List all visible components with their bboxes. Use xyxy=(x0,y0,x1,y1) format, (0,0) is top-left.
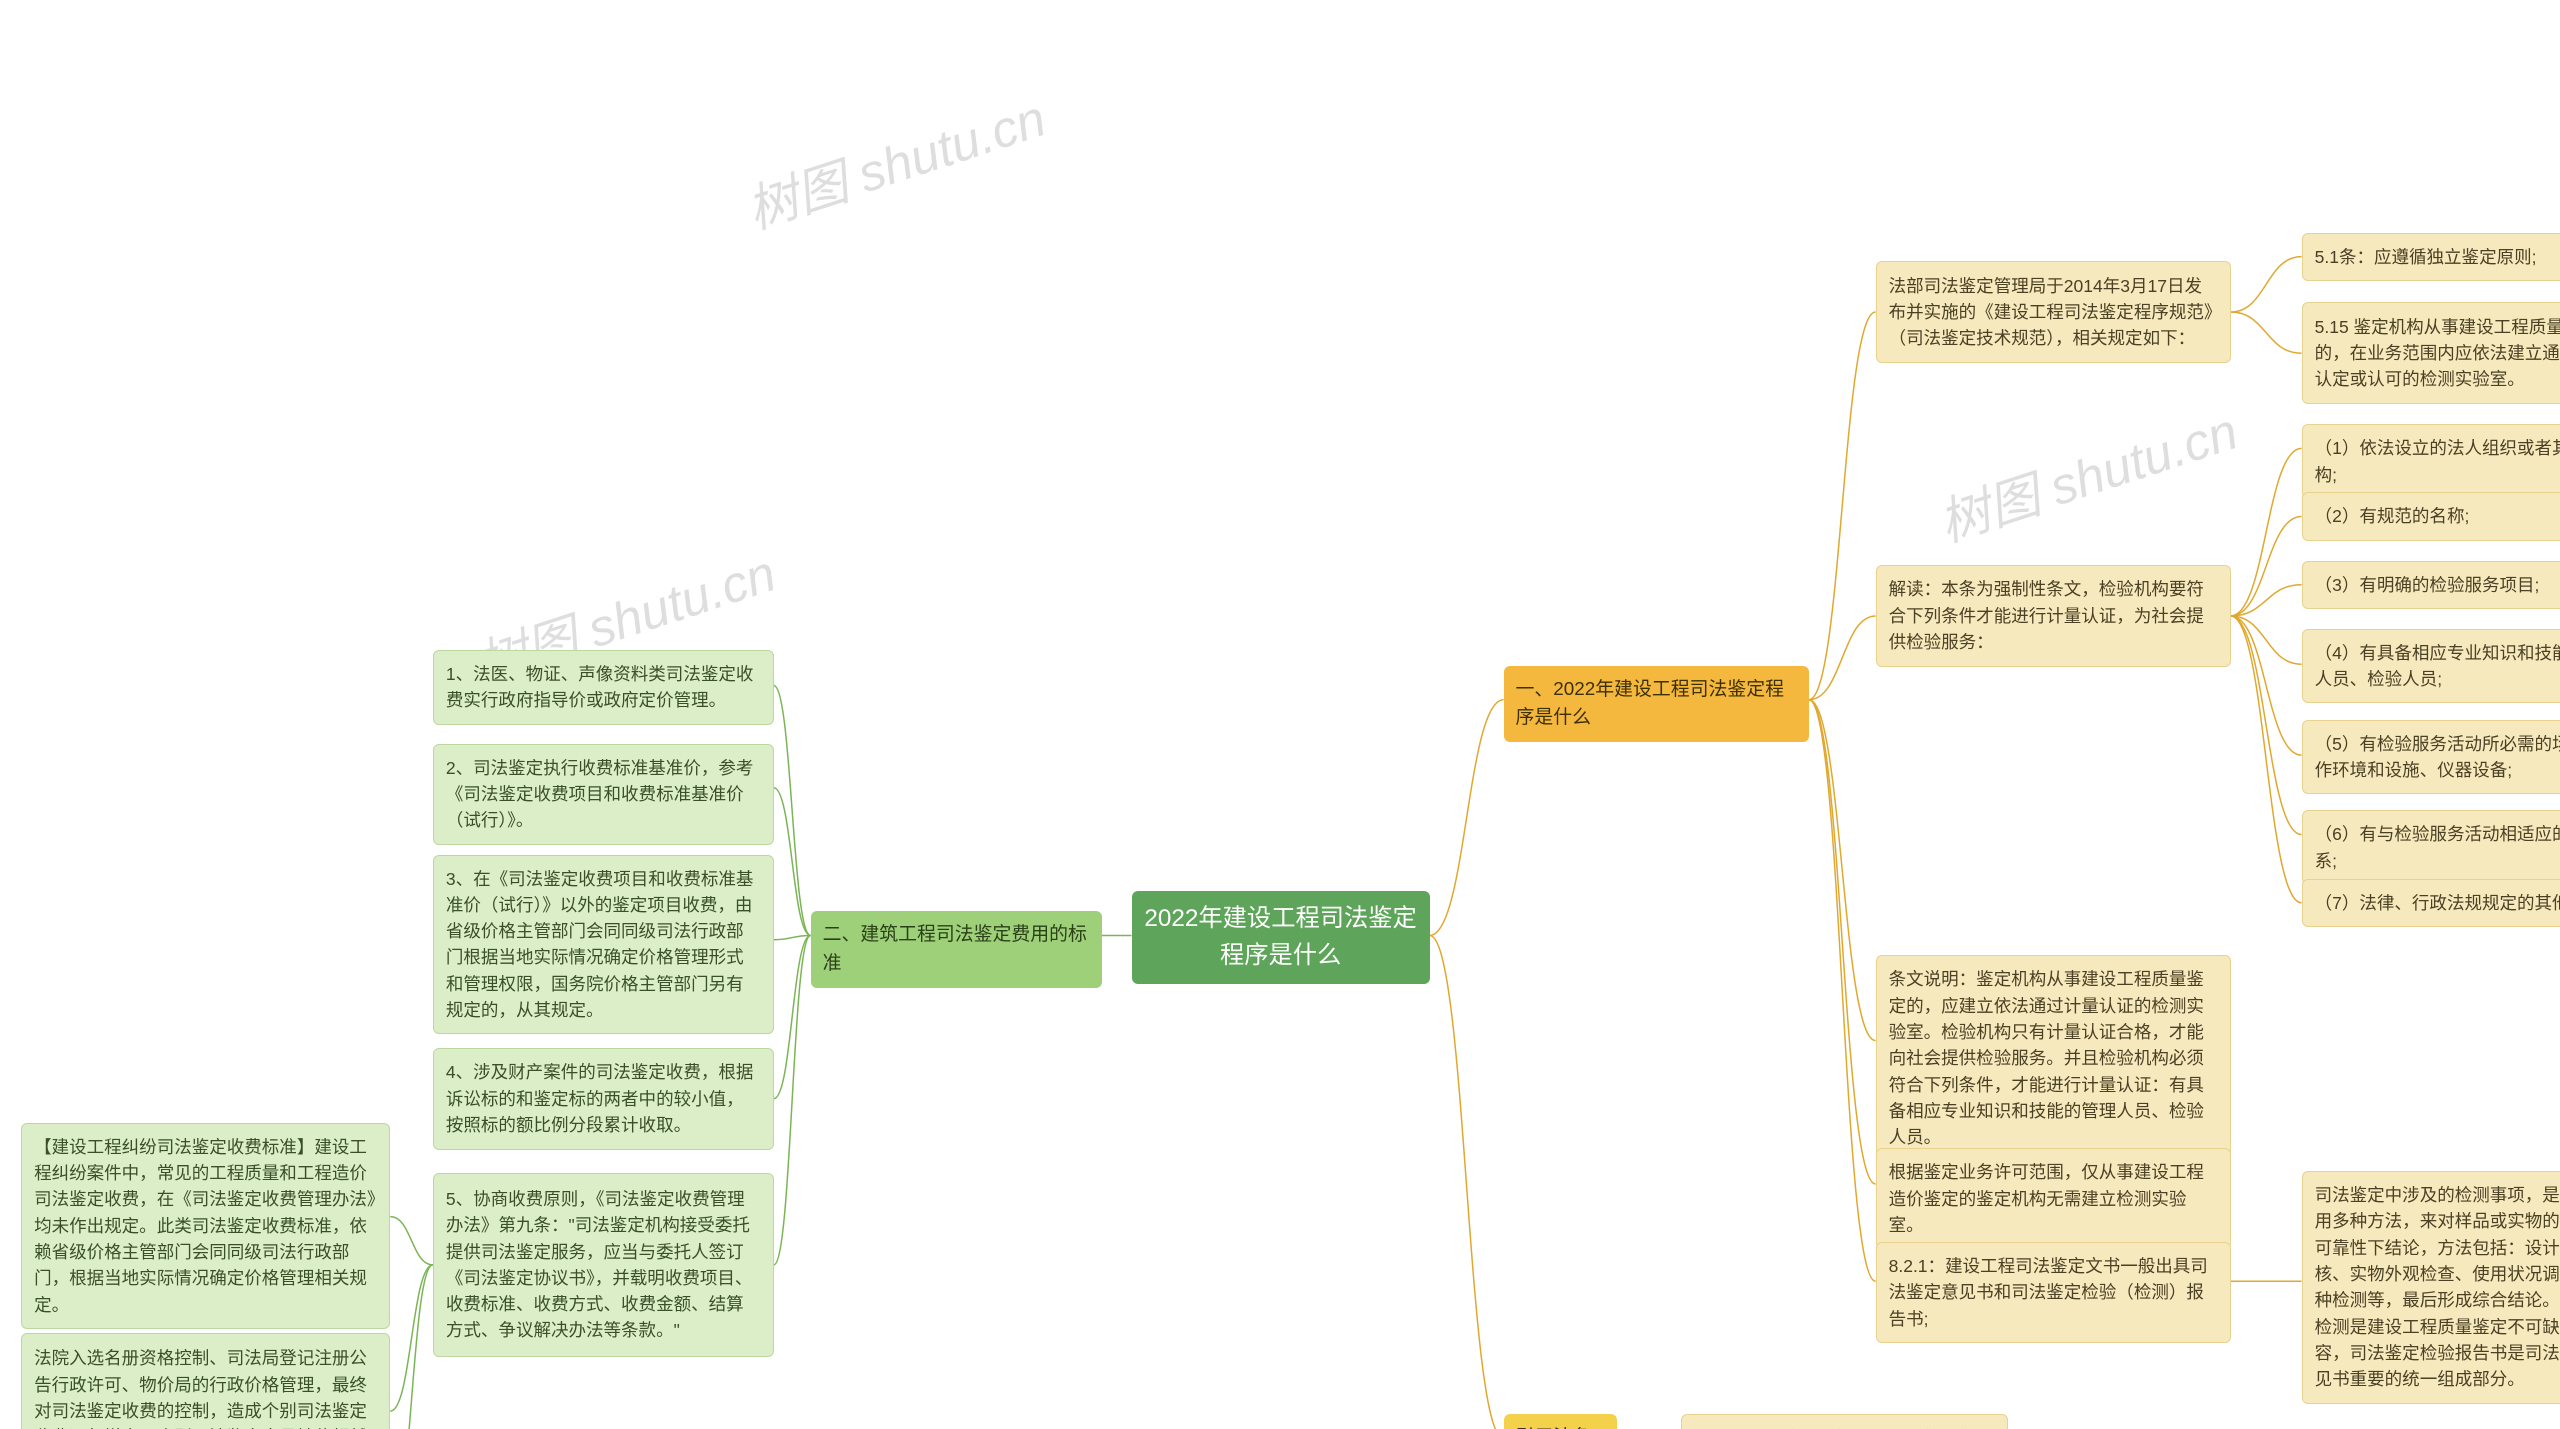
root-node: 2022年建设工程司法鉴定程序是什么 xyxy=(1132,891,1430,984)
l1-c2-text: 2、司法鉴定执行收费标准基准价，参考《司法鉴定收费项目和收费标准基准价（试行）》… xyxy=(446,755,761,834)
l1-c2: 2、司法鉴定执行收费标准基准价，参考《司法鉴定收费项目和收费标准基准价（试行）》… xyxy=(433,744,774,845)
l1-c5-text: 5、协商收费原则，《司法鉴定收费管理办法》第九条："司法鉴定机构接受委托提供司法… xyxy=(446,1186,761,1344)
r1-c5-d1: 司法鉴定中涉及的检测事项，是综合采用多种方法，来对样品或实物的性能和可靠性下结论… xyxy=(2302,1171,2560,1403)
r1-c2-d5-text: （5）有检验服务活动所必需的场所、工作环境和设施、仪器设备; xyxy=(2315,731,2560,784)
r1-c2-d4-text: （4）有具备相应专业知识和技能的管理人员、检验人员; xyxy=(2315,640,2560,693)
r1-c3: 条文说明：鉴定机构从事建设工程质量鉴定的，应建立依法通过计量认证的检测实验室。检… xyxy=(1876,955,2231,1161)
l1-c5-d2-text: 法院入选名册资格控制、司法局登记注册公告行政许可、物价局的行政价格管理，最终对司… xyxy=(34,1345,377,1429)
branch-l1-text: 二、建筑工程司法鉴定费用的标准 xyxy=(823,921,1090,978)
r1-c2-d3: （3）有明确的检验服务项目; xyxy=(2302,561,2560,609)
r1-c2: 解读：本条为强制性条文，检验机构要符合下列条件才能进行计量认证，为社会提供检验服… xyxy=(1876,565,2231,667)
r1-c2-d1: （1）依法设立的法人组织或者其分支机构; xyxy=(2302,424,2560,499)
r2-c1-text: [1]《司法鉴定收费管理办法》第九条 xyxy=(1694,1425,1976,1429)
branch-r1: 一、2022年建设工程司法鉴定程序是什么 xyxy=(1504,666,1809,743)
l1-c5-d1: 【建设工程纠纷司法鉴定收费标准】建设工程纠纷案件中，常见的工程质量和工程造价司法… xyxy=(21,1123,390,1329)
branch-r2: 引用法条 xyxy=(1504,1414,1618,1429)
l1-c4: 4、涉及财产案件的司法鉴定收费，根据诉讼标的和鉴定标的两者中的较小值，按照标的额… xyxy=(433,1048,774,1150)
r1-c2-d2: （2）有规范的名称; xyxy=(2302,492,2560,540)
r1-c3-text: 条文说明：鉴定机构从事建设工程质量鉴定的，应建立依法通过计量认证的检测实验室。检… xyxy=(1889,966,2218,1150)
r1-c2-text: 解读：本条为强制性条文，检验机构要符合下列条件才能进行计量认证，为社会提供检验服… xyxy=(1889,576,2218,655)
branch-l1: 二、建筑工程司法鉴定费用的标准 xyxy=(811,911,1102,988)
l1-c1: 1、法医、物证、声像资料类司法鉴定收费实行政府指导价或政府定价管理。 xyxy=(433,650,774,725)
l1-c5: 5、协商收费原则，《司法鉴定收费管理办法》第九条："司法鉴定机构接受委托提供司法… xyxy=(433,1173,774,1358)
r1-c4: 根据鉴定业务许可范围，仅从事建设工程造价鉴定的鉴定机构无需建立检测实验室。 xyxy=(1876,1148,2231,1249)
r1-c2-d1-text: （1）依法设立的法人组织或者其分支机构; xyxy=(2315,435,2560,488)
l1-c1-text: 1、法医、物证、声像资料类司法鉴定收费实行政府指导价或政府定价管理。 xyxy=(446,661,761,714)
l1-c3: 3、在《司法鉴定收费项目和收费标准基准价（试行）》以外的鉴定项目收费，由省级价格… xyxy=(433,855,774,1035)
r1-c2-d6-text: （6）有与检验服务活动相适应的管理体系; xyxy=(2315,821,2560,874)
r1-c1-d2-text: 5.15 鉴定机构从事建设工程质量鉴定的，在业务范围内应依法建立通过资质认定或认… xyxy=(2315,314,2560,393)
r1-c2-d3-text: （3）有明确的检验服务项目; xyxy=(2315,572,2540,598)
r1-c5-text: 8.2.1：建设工程司法鉴定文书一般出具司法鉴定意见书和司法鉴定检验（检测）报告… xyxy=(1889,1253,2218,1332)
l1-c4-text: 4、涉及财产案件的司法鉴定收费，根据诉讼标的和鉴定标的两者中的较小值，按照标的额… xyxy=(446,1059,761,1138)
r1-c1-text: 法部司法鉴定管理局于2014年3月17日发布并实施的《建设工程司法鉴定程序规范》… xyxy=(1889,273,2218,352)
r1-c2-d2-text: （2）有规范的名称; xyxy=(2315,503,2470,529)
l1-c3-text: 3、在《司法鉴定收费项目和收费标准基准价（试行）》以外的鉴定项目收费，由省级价格… xyxy=(446,866,761,1024)
l1-c5-d1-text: 【建设工程纠纷司法鉴定收费标准】建设工程纠纷案件中，常见的工程质量和工程造价司法… xyxy=(34,1134,377,1318)
r1-c4-text: 根据鉴定业务许可范围，仅从事建设工程造价鉴定的鉴定机构无需建立检测实验室。 xyxy=(1889,1159,2218,1238)
branch-r2-text: 引用法条 xyxy=(1516,1424,1592,1429)
r1-c5: 8.2.1：建设工程司法鉴定文书一般出具司法鉴定意见书和司法鉴定检验（检测）报告… xyxy=(1876,1242,2231,1343)
r1-c5-d1-text: 司法鉴定中涉及的检测事项，是综合采用多种方法，来对样品或实物的性能和可靠性下结论… xyxy=(2315,1182,2560,1392)
r1-c2-d5: （5）有检验服务活动所必需的场所、工作环境和设施、仪器设备; xyxy=(2302,720,2560,795)
l1-c5-d2: 法院入选名册资格控制、司法局登记注册公告行政许可、物价局的行政价格管理，最终对司… xyxy=(21,1333,390,1429)
r1-c2-d6: （6）有与检验服务活动相适应的管理体系; xyxy=(2302,810,2560,885)
r2-c1: [1]《司法鉴定收费管理办法》第九条 xyxy=(1681,1414,2008,1429)
r1-c1-d1-text: 5.1条：应遵循独立鉴定原则; xyxy=(2315,244,2537,270)
r1-c1: 法部司法鉴定管理局于2014年3月17日发布并实施的《建设工程司法鉴定程序规范》… xyxy=(1876,261,2231,363)
r1-c1-d2: 5.15 鉴定机构从事建设工程质量鉴定的，在业务范围内应依法建立通过资质认定或认… xyxy=(2302,302,2560,404)
r1-c2-d7-text: （7）法律、行政法规规定的其他条件。 xyxy=(2315,890,2560,916)
r1-c2-d7: （7）法律、行政法规规定的其他条件。 xyxy=(2302,879,2560,927)
branch-r1-text: 一、2022年建设工程司法鉴定程序是什么 xyxy=(1516,676,1797,733)
root-text: 2022年建设工程司法鉴定程序是什么 xyxy=(1144,901,1418,974)
r1-c1-d1: 5.1条：应遵循独立鉴定原则; xyxy=(2302,233,2560,281)
r1-c2-d4: （4）有具备相应专业知识和技能的管理人员、检验人员; xyxy=(2302,629,2560,704)
